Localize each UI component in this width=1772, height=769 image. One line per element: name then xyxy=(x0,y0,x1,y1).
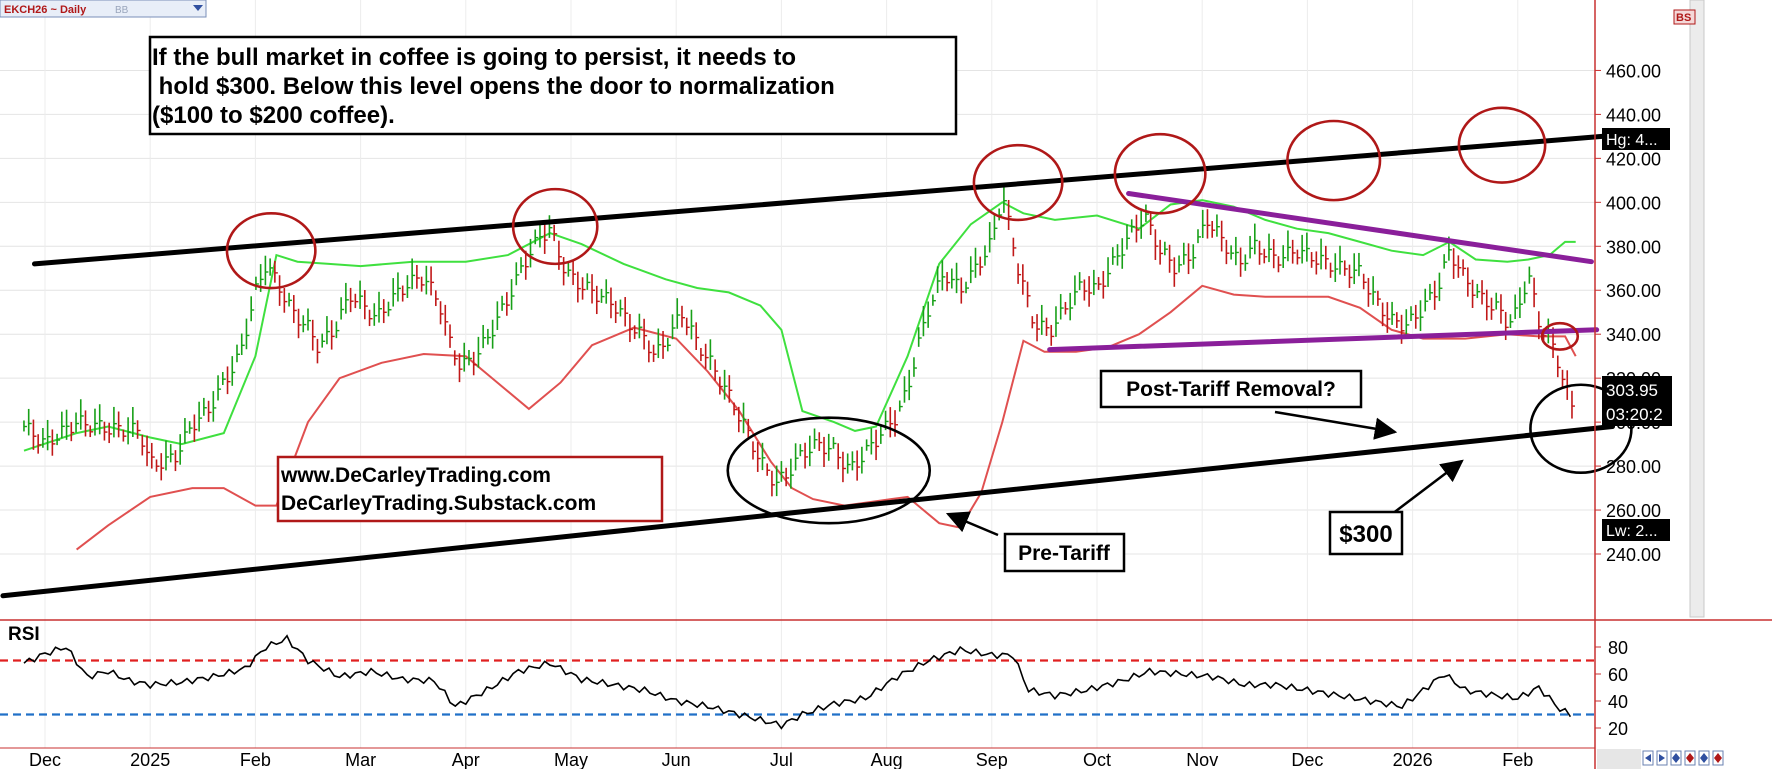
x-tick-label: Oct xyxy=(1083,750,1111,769)
scroll-last-icon[interactable] xyxy=(1659,754,1665,762)
y-tick-label: 380.00 xyxy=(1606,237,1661,257)
x-tick-label: Aug xyxy=(871,750,903,769)
x-tick-label: Dec xyxy=(1291,750,1323,769)
300-arrow xyxy=(1391,459,1464,515)
rsi-lines xyxy=(0,634,1595,730)
x-tick-label: 2026 xyxy=(1393,750,1433,769)
pre-tariff-callout: Pre-Tariff xyxy=(1003,532,1126,573)
y-tick-label: 340.00 xyxy=(1606,325,1661,345)
y-tick-label: 260.00 xyxy=(1606,501,1661,521)
low-flag-label: Lw: 2... xyxy=(1606,523,1658,540)
300-label: $300 xyxy=(1339,521,1392,548)
low-flag: Lw: 2... xyxy=(1602,519,1670,541)
trendline-triangle-bottom xyxy=(1047,327,1600,353)
highlight-circle xyxy=(511,187,599,266)
highlight-circle xyxy=(1457,106,1547,184)
highlight-circle xyxy=(1540,321,1580,351)
post-tariff-callout: Post-Tariff Removal? xyxy=(1099,369,1363,409)
highlight-circle xyxy=(726,416,932,525)
high-flag-label: Hg: 4... xyxy=(1606,132,1658,149)
x-tick-label: Apr xyxy=(452,750,480,769)
zoom-out-icon[interactable] xyxy=(1686,753,1694,763)
x-tick-label: Feb xyxy=(240,750,271,769)
x-tick-label: Dec xyxy=(29,750,61,769)
zoom-fit-icon[interactable] xyxy=(1700,753,1708,763)
y-tick-label: 400.00 xyxy=(1606,193,1661,213)
zoom-in-icon[interactable] xyxy=(1672,753,1680,763)
price-bars xyxy=(23,185,1575,497)
pre-tariff-arrow xyxy=(945,511,999,537)
rsi-line xyxy=(23,634,1572,730)
y-tick-label: 420.00 xyxy=(1606,149,1661,169)
nav-controls[interactable] xyxy=(1597,749,1724,769)
symbol-tab[interactable]: EKCH26 ~ Daily BB xyxy=(0,0,207,18)
rsi-label: RSI xyxy=(8,624,40,645)
300-callout: $300 xyxy=(1328,510,1404,556)
scroll-first-icon[interactable] xyxy=(1645,754,1651,762)
website-line-1: www.DeCarleyTrading.com xyxy=(280,464,551,487)
x-tick-label: Jun xyxy=(662,750,691,769)
bollinger-lower-line xyxy=(75,284,1577,551)
bs-badge[interactable]: BS xyxy=(1673,9,1696,25)
countdown-timer: 03:20:2 xyxy=(1606,405,1663,424)
x-tick-label: Jul xyxy=(770,750,793,769)
last-price-flag: 303.95 03:20:2 xyxy=(1602,376,1672,426)
y-tick-label: 460.00 xyxy=(1606,61,1661,81)
time-axis: Dec 2025 Feb Mar Apr May Jun Jul Aug Sep Oct Nov Dec… xyxy=(29,750,1533,769)
rsi-tick-label: 40 xyxy=(1608,692,1628,712)
y-tick-label: 440.00 xyxy=(1606,105,1661,125)
highlight-circle xyxy=(1286,119,1382,202)
x-tick-label: 2025 xyxy=(130,750,170,769)
headline-line-3: ($100 to $200 coffee). xyxy=(152,102,395,129)
highlight-circle xyxy=(1529,383,1633,474)
rsi-pane[interactable] xyxy=(0,620,1595,748)
post-tariff-label: Post-Tariff Removal? xyxy=(1126,378,1336,401)
website-line-2: DeCarleyTrading.Substack.com xyxy=(281,492,596,515)
high-flag: Hg: 4... xyxy=(1602,128,1670,150)
trendline-upper-channel xyxy=(31,133,1605,267)
headline-callout: If the bull market in coffee is going to… xyxy=(148,35,958,136)
y-tick-label: 280.00 xyxy=(1606,457,1661,477)
highlight-circle xyxy=(1113,132,1207,215)
bs-badge-label: BS xyxy=(1676,12,1691,24)
bollinger-bands xyxy=(23,199,1577,551)
bollinger-upper-line xyxy=(23,199,1576,452)
chevron-down-icon[interactable] xyxy=(193,5,203,11)
symbol-tab-extra: BB xyxy=(115,5,129,16)
rsi-tick-label: 60 xyxy=(1608,665,1628,685)
website-callout: www.DeCarleyTrading.com DeCarleyTrading.… xyxy=(276,455,664,523)
last-price-label: 303.95 xyxy=(1606,381,1658,400)
scroll-track[interactable] xyxy=(1689,0,1705,618)
trendline-triangle-top xyxy=(1126,191,1594,265)
y-tick-label: 360.00 xyxy=(1606,281,1661,301)
post-tariff-arrow xyxy=(1274,410,1398,440)
x-tick-label: May xyxy=(554,750,588,769)
highlight-circle xyxy=(972,143,1064,222)
headline-line-1: If the bull market in coffee is going to… xyxy=(152,44,796,71)
y-tick-label: 240.00 xyxy=(1606,545,1661,565)
highlight-circles xyxy=(225,106,1633,525)
x-tick-label: Sep xyxy=(976,750,1008,769)
symbol-tab-label: EKCH26 ~ Daily xyxy=(4,4,87,16)
pre-tariff-label: Pre-Tariff xyxy=(1018,542,1111,565)
headline-line-2: hold $300. Below this level opens the do… xyxy=(152,73,835,100)
x-tick-label: Feb xyxy=(1502,750,1533,769)
trendlines xyxy=(0,133,1615,599)
highlight-circle xyxy=(225,212,317,290)
trendline-lower-channel xyxy=(0,424,1615,599)
rsi-tick-label: 20 xyxy=(1608,719,1628,739)
rsi-axis: 20 40 60 80 xyxy=(1595,638,1628,739)
x-tick-label: Nov xyxy=(1186,750,1218,769)
zoom-reset-icon[interactable] xyxy=(1714,753,1722,763)
rsi-tick-label: 80 xyxy=(1608,638,1628,658)
x-tick-label: Mar xyxy=(345,750,376,769)
